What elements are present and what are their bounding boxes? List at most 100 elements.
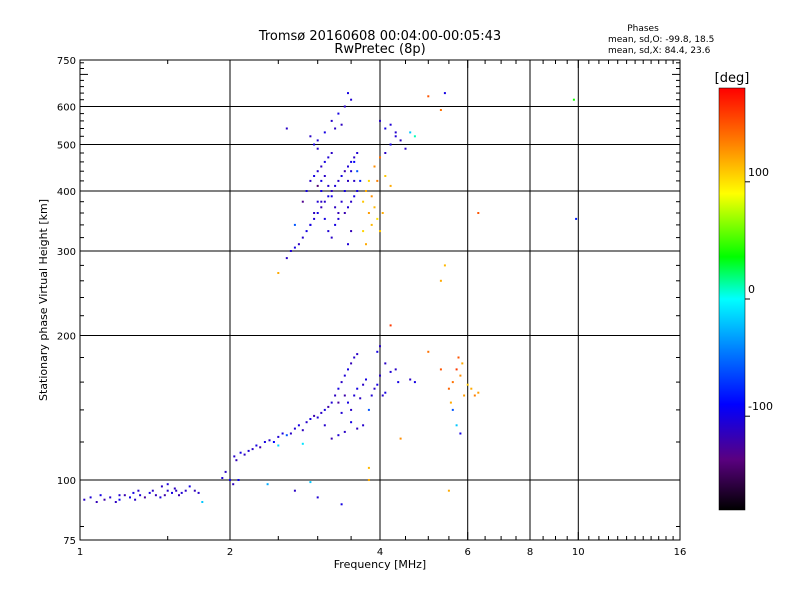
data-point (350, 98, 353, 101)
data-point (323, 217, 326, 220)
data-point (353, 195, 356, 198)
chart-subtitle: RwPretec (8p) (334, 42, 425, 57)
data-point (330, 195, 333, 198)
data-point (340, 175, 343, 177)
data-point (293, 246, 296, 249)
data-point (251, 448, 254, 451)
data-point (370, 394, 373, 397)
data-point (350, 200, 353, 203)
data-point (309, 481, 312, 484)
data-point (173, 487, 176, 490)
data-point (347, 179, 349, 182)
data-point (103, 498, 106, 501)
x-tick-label: 2 (227, 547, 233, 558)
data-point (473, 394, 476, 397)
data-point (193, 489, 196, 492)
data-point (95, 501, 98, 503)
data-point (313, 143, 316, 146)
data-point (413, 135, 416, 138)
data-point (365, 243, 367, 246)
data-point (353, 160, 356, 163)
data-point (239, 451, 242, 454)
colorbar-tick-label: 100 (748, 166, 769, 179)
data-point (347, 401, 349, 404)
data-point (367, 212, 370, 214)
data-point (373, 206, 376, 209)
y-tick-label: 300 (57, 247, 76, 258)
data-point (309, 223, 312, 226)
data-point (316, 416, 319, 419)
data-point (399, 437, 402, 440)
data-point (221, 477, 224, 479)
data-point (362, 383, 365, 386)
data-point (451, 381, 454, 384)
data-point (384, 127, 387, 130)
data-point (379, 119, 381, 122)
data-point (447, 387, 450, 390)
data-point (305, 230, 308, 233)
data-point (389, 324, 392, 327)
data-point (340, 123, 343, 126)
data-point (109, 496, 112, 499)
data-point (129, 496, 131, 499)
data-point (384, 175, 387, 177)
data-point (301, 442, 304, 445)
data-point (151, 489, 154, 492)
data-point (455, 368, 458, 371)
data-point (356, 190, 359, 192)
data-point (132, 491, 135, 494)
data-point (389, 184, 392, 187)
data-point (293, 489, 296, 492)
grid-lines (80, 60, 680, 540)
y-tick-label: 75 (63, 536, 76, 547)
data-point (323, 131, 326, 134)
data-point (285, 127, 288, 130)
data-point (316, 200, 319, 203)
data-point (327, 230, 330, 233)
y-axis-label: Stationary phase Virtual Height [km] (37, 199, 50, 401)
data-point (409, 131, 412, 134)
data-point (224, 470, 227, 473)
data-point (330, 236, 333, 239)
data-point (118, 498, 121, 501)
data-point (470, 387, 473, 390)
data-point (334, 223, 337, 226)
y-tick-label: 400 (57, 187, 76, 198)
data-point (334, 394, 337, 397)
data-point (237, 479, 240, 481)
data-point (309, 418, 312, 420)
data-point (379, 374, 381, 377)
data-point (376, 217, 379, 220)
data-point (197, 491, 200, 494)
data-point (337, 112, 340, 115)
data-point (353, 356, 356, 359)
data-point (337, 217, 340, 220)
data-point (316, 139, 319, 142)
data-point (243, 453, 246, 456)
data-point (379, 230, 381, 233)
data-point (439, 279, 442, 282)
data-point (389, 143, 392, 146)
data-point (384, 391, 387, 394)
data-point (263, 441, 266, 443)
data-point (334, 184, 337, 187)
data-point (281, 432, 284, 435)
data-point (313, 217, 316, 220)
data-point (343, 105, 346, 108)
data-point (575, 217, 578, 220)
data-point (180, 491, 183, 494)
data-point (340, 200, 343, 203)
data-point (447, 489, 450, 492)
data-point (461, 362, 464, 365)
data-point (327, 156, 330, 159)
data-point (459, 374, 462, 377)
data-point (334, 206, 337, 209)
data-point (184, 489, 187, 492)
data-point (159, 496, 162, 499)
data-point (293, 427, 296, 430)
data-point (154, 494, 157, 497)
data-point (343, 190, 346, 192)
data-point (160, 485, 163, 488)
data-point (347, 243, 349, 246)
